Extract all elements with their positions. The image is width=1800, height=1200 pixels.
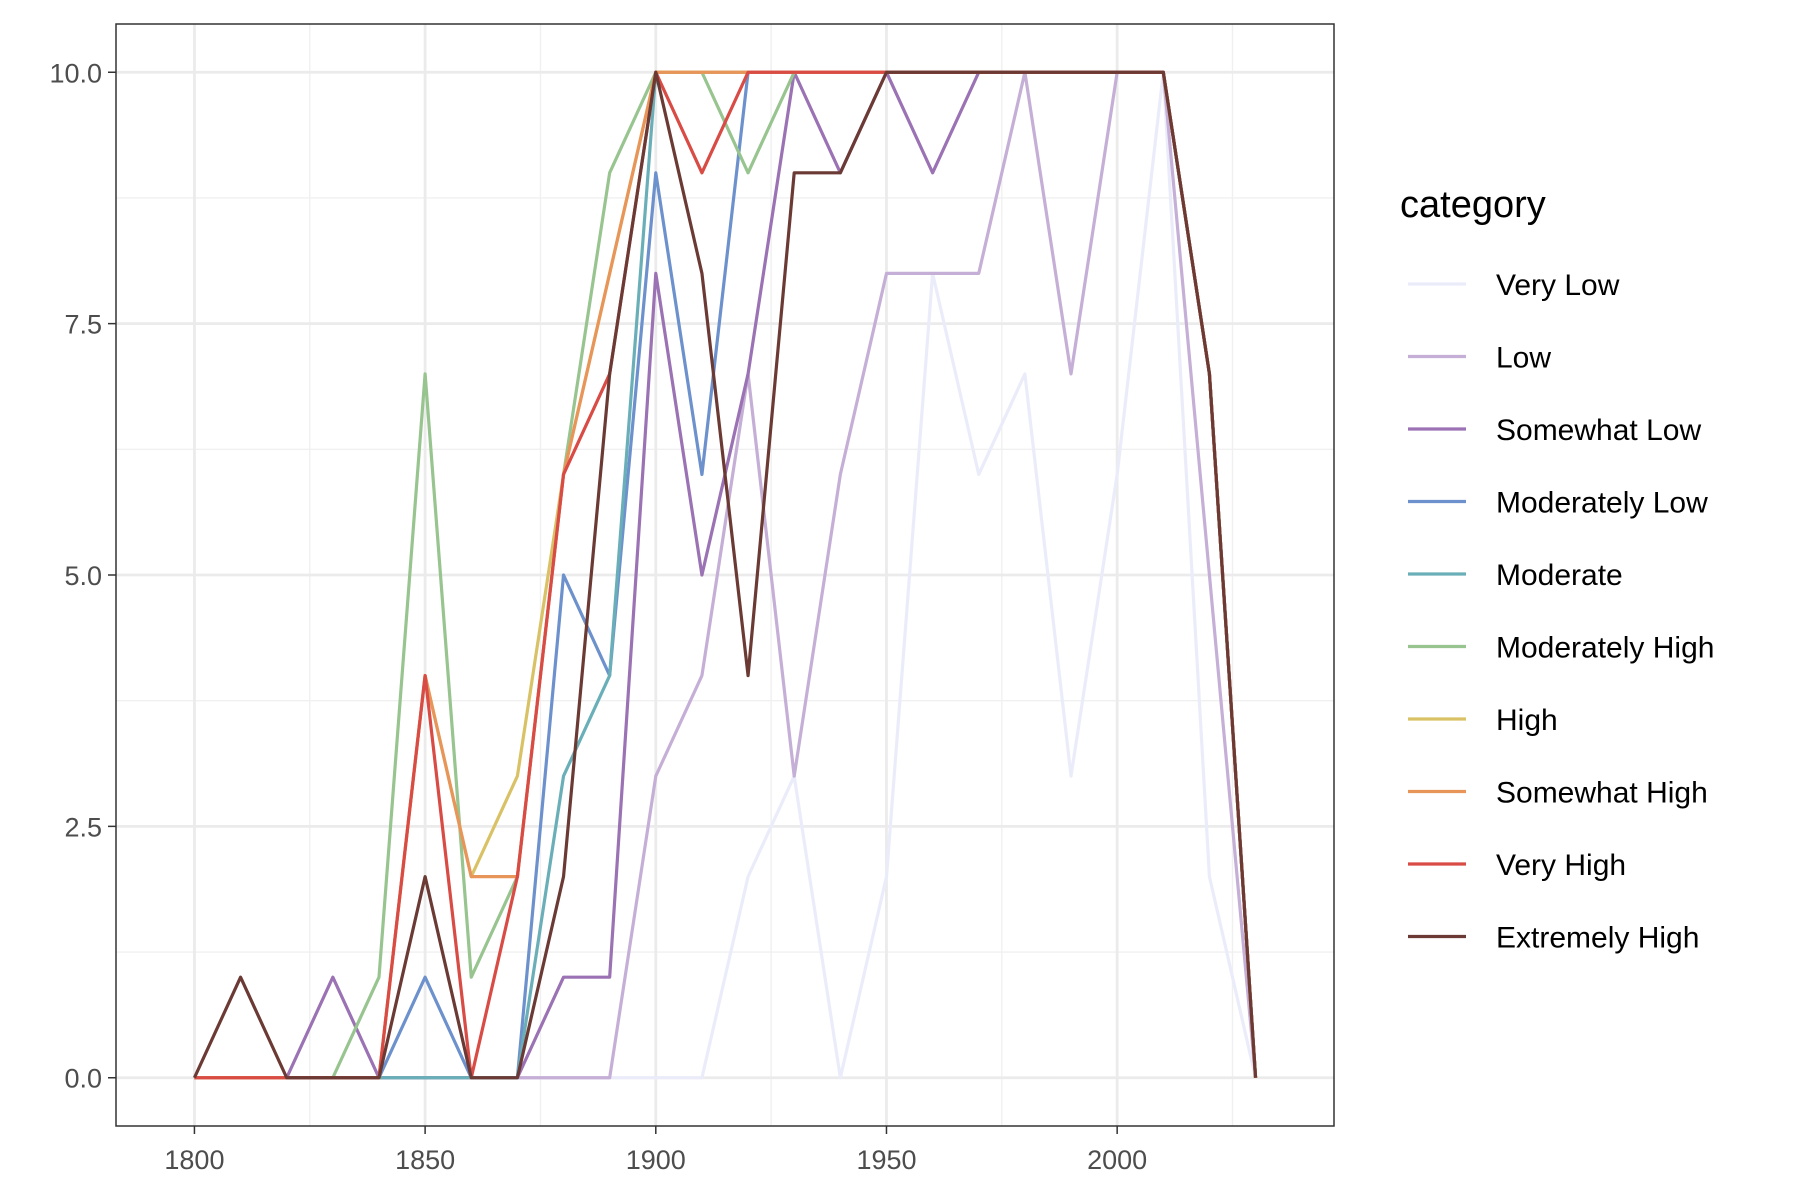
y-tick-label: 2.5 — [64, 812, 102, 842]
legend-label: Moderately Low — [1496, 487, 1708, 520]
legend: category Very Low Low Somewhat Low Moderate… — [1400, 184, 1714, 955]
legend-label: Low — [1496, 342, 1551, 375]
x-tick-label: 1850 — [395, 1145, 455, 1175]
legend-label: Somewhat High — [1496, 777, 1708, 810]
legend-label: Very High — [1496, 849, 1626, 882]
x-tick-label: 1900 — [626, 1145, 686, 1175]
tick-labels: 1800 1850 1900 1950 2000 0.0 2.5 5.0 7.5 10.0 — [49, 58, 1147, 1175]
axis-ticks — [108, 71, 1118, 1134]
x-tick-label: 1800 — [164, 1145, 224, 1175]
x-tick-label: 2000 — [1087, 1145, 1147, 1175]
legend-title: category — [1400, 184, 1546, 226]
y-tick-label: 5.0 — [64, 561, 102, 591]
legend-label: High — [1496, 704, 1558, 737]
x-tick-label: 1950 — [856, 1145, 916, 1175]
legend-label: Moderately High — [1496, 632, 1714, 665]
y-tick-label: 7.5 — [64, 310, 102, 340]
legend-label: Moderate — [1496, 559, 1623, 592]
legend-items: Very Low Low Somewhat Low Moderately Low Mod… — [1408, 269, 1714, 955]
series-lines — [192, 70, 1258, 1080]
legend-label: Very Low — [1496, 269, 1620, 302]
y-tick-label: 10.0 — [49, 58, 102, 88]
y-tick-label: 0.0 — [64, 1064, 102, 1094]
series-line-extremely-high — [192, 70, 1258, 1080]
legend-label: Somewhat Low — [1496, 414, 1701, 447]
legend-label: Extremely High — [1496, 922, 1699, 955]
